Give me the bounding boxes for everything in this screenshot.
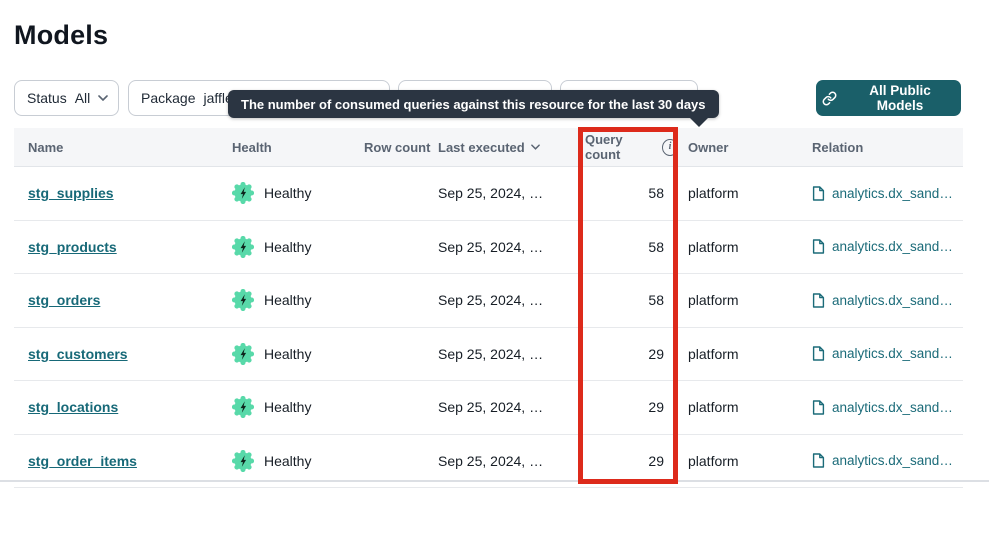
header-health: Health — [232, 139, 272, 155]
all-public-models-label: All Public Models — [869, 83, 931, 113]
status-filter-dropdown[interactable]: Status All — [14, 80, 119, 116]
model-name-link[interactable]: stg_customers — [28, 345, 128, 362]
model-name-link[interactable]: stg_orders — [28, 292, 101, 309]
owner-cell: platform — [688, 185, 739, 202]
models-table: Name Health Row count Last executed Quer… — [14, 128, 963, 488]
package-filter-label: Package — [141, 90, 196, 106]
table-row: stg_supplies Healthy Sep 25, 2024, … — [14, 167, 963, 221]
model-name-link[interactable]: stg_locations — [28, 399, 119, 416]
relation-link[interactable]: analytics.dx_sand… — [832, 346, 953, 362]
health-lightning-badge-icon — [232, 449, 254, 472]
query-count-cell: 58 — [648, 238, 664, 255]
table-row: stg_locations Healthy Sep 25, 2024, … — [14, 381, 963, 435]
header-last-executed-label: Last executed — [438, 139, 525, 155]
header-name: Name — [28, 139, 64, 155]
status-filter-label: Status — [27, 90, 67, 106]
table-body: stg_supplies Healthy Sep 25, 2024, … — [14, 167, 963, 488]
query-count-cell: 29 — [648, 345, 664, 362]
header-relation: Relation — [812, 139, 864, 155]
header-query-count: Query count i — [585, 132, 678, 162]
owner-cell: platform — [688, 292, 739, 309]
last-executed-cell: Sep 25, 2024, … — [438, 185, 544, 202]
header-row-count: Row count — [364, 139, 431, 155]
query-count-tooltip: The number of consumed queries against t… — [228, 90, 719, 127]
last-executed-cell: Sep 25, 2024, … — [438, 345, 544, 362]
query-count-cell: 58 — [648, 292, 664, 309]
document-icon — [812, 293, 825, 308]
model-name-link[interactable]: stg_supplies — [28, 185, 114, 202]
document-icon — [812, 239, 825, 254]
header-owner: Owner — [688, 139, 729, 155]
sort-chevron-down-icon — [530, 144, 540, 150]
last-executed-cell: Sep 25, 2024, … — [438, 292, 544, 309]
info-icon[interactable]: i — [662, 138, 678, 156]
owner-cell: platform — [688, 399, 739, 416]
owner-cell: platform — [688, 238, 739, 255]
tooltip-text: The number of consumed queries against t… — [241, 96, 706, 112]
query-count-cell: 29 — [648, 452, 664, 469]
health-lightning-badge-icon — [232, 396, 254, 419]
health-status-label: Healthy — [264, 399, 312, 416]
relation-link[interactable]: analytics.dx_sand… — [832, 239, 953, 255]
owner-cell: platform — [688, 345, 739, 362]
health-lightning-badge-icon — [232, 289, 254, 312]
document-icon — [812, 186, 825, 201]
table-header-row: Name Health Row count Last executed Quer… — [14, 128, 963, 167]
last-executed-cell: Sep 25, 2024, … — [438, 399, 544, 416]
chevron-down-icon — [98, 95, 109, 101]
query-count-cell: 29 — [648, 399, 664, 416]
owner-cell: platform — [688, 452, 739, 469]
header-query-count-label: Query count — [585, 132, 623, 162]
status-filter-value: All — [74, 90, 91, 106]
health-lightning-badge-icon — [232, 342, 254, 365]
query-count-cell: 58 — [648, 185, 664, 202]
health-status-label: Healthy — [264, 452, 312, 469]
health-status-label: Healthy — [264, 345, 312, 362]
page-title: Models — [14, 20, 109, 51]
health-lightning-badge-icon — [232, 235, 254, 258]
document-icon — [812, 400, 825, 415]
table-row: stg_orders Healthy Sep 25, 2024, … 5 — [14, 274, 963, 328]
chain-link-icon — [822, 91, 837, 106]
table-row: stg_products Healthy Sep 25, 2024, … — [14, 220, 963, 274]
last-executed-cell: Sep 25, 2024, … — [438, 238, 544, 255]
document-icon — [812, 453, 825, 468]
table-bottom-divider — [0, 480, 989, 482]
relation-link[interactable]: analytics.dx_sand… — [832, 292, 953, 308]
header-last-executed[interactable]: Last executed — [438, 140, 585, 155]
all-public-models-button[interactable]: All Public Models — [816, 80, 961, 116]
health-status-label: Healthy — [264, 185, 312, 202]
relation-link[interactable]: analytics.dx_sand… — [832, 399, 953, 415]
model-name-link[interactable]: stg_products — [28, 238, 117, 255]
relation-link[interactable]: analytics.dx_sand… — [832, 453, 953, 469]
health-lightning-badge-icon — [232, 182, 254, 205]
table-row: stg_order_items Healthy Sep 25, 2024, … — [14, 434, 963, 488]
last-executed-cell: Sep 25, 2024, … — [438, 452, 544, 469]
health-status-label: Healthy — [264, 238, 312, 255]
document-icon — [812, 346, 825, 361]
table-row: stg_customers Healthy Sep 25, 2024, … — [14, 327, 963, 381]
health-status-label: Healthy — [264, 292, 312, 309]
model-name-link[interactable]: stg_order_items — [28, 452, 137, 469]
relation-link[interactable]: analytics.dx_sand… — [832, 185, 953, 201]
